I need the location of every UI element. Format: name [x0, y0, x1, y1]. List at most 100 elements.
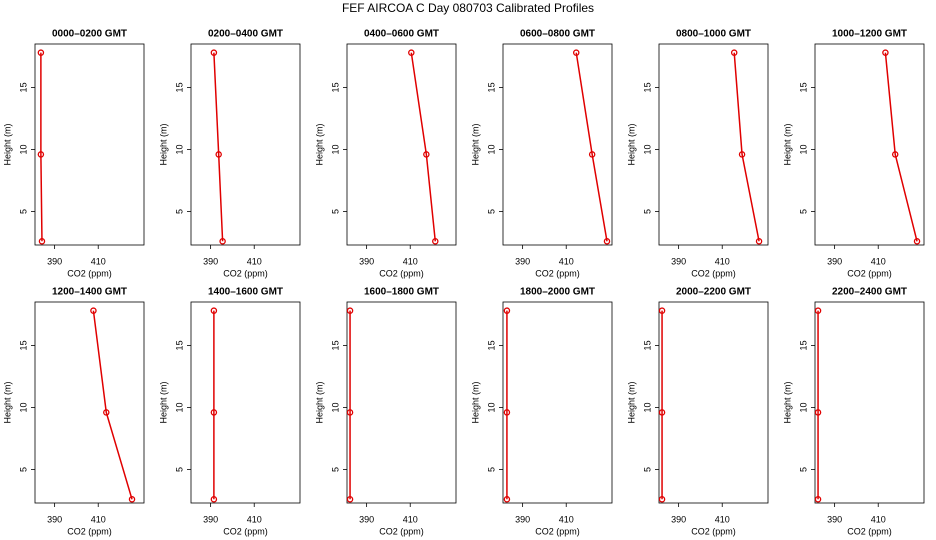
plot-frame: [502, 301, 613, 504]
y-axis-label: Height (m): [782, 381, 792, 423]
y-axis-label: Height (m): [470, 123, 480, 165]
y-tick-label: 10: [174, 402, 184, 412]
data-point: [346, 307, 354, 314]
y-tick-label: 15: [174, 82, 184, 92]
x-tick-label: 410: [91, 256, 106, 266]
y-tick-label: 10: [174, 144, 184, 154]
x-axis-label: CO2 (ppm): [379, 268, 424, 278]
data-point: [503, 496, 511, 503]
y-axis-label: Height (m): [314, 381, 324, 423]
y-axis-label: Height (m): [158, 381, 168, 423]
data-point: [38, 238, 46, 245]
x-tick-label: 390: [359, 514, 374, 524]
data-point: [738, 151, 746, 158]
x-axis-label: CO2 (ppm): [847, 268, 892, 278]
plot-frame: [658, 43, 769, 246]
panel-title: 1000–1200 GMT: [832, 29, 907, 40]
x-tick-label: 390: [827, 514, 842, 524]
y-tick-label: 10: [798, 402, 808, 412]
plot-frame: [346, 43, 457, 246]
data-point: [658, 409, 666, 416]
x-axis-label: CO2 (ppm): [847, 526, 892, 536]
panel-title: 1400–1600 GMT: [208, 287, 283, 298]
data-point: [814, 307, 822, 314]
data-point: [215, 151, 222, 158]
panel-title: 2200–2400 GMT: [832, 287, 907, 298]
y-axis-label: Height (m): [158, 123, 168, 165]
profile-line: [92, 310, 133, 500]
plot-frame: [34, 301, 145, 504]
plot-frame: [34, 43, 145, 246]
data-point: [658, 496, 666, 503]
y-tick-label: 5: [798, 467, 808, 472]
y-tick-label: 15: [330, 340, 340, 350]
x-axis-label: CO2 (ppm): [223, 268, 268, 278]
x-tick-label: 410: [91, 514, 106, 524]
data-point: [814, 496, 822, 503]
data-point: [346, 409, 354, 416]
x-tick-label: 390: [47, 256, 62, 266]
y-tick-label: 15: [330, 82, 340, 92]
x-tick-label: 390: [827, 256, 842, 266]
y-tick-label: 5: [642, 209, 652, 214]
y-tick-label: 5: [330, 209, 340, 214]
data-point: [891, 151, 899, 158]
data-point: [588, 151, 596, 158]
x-axis-label: CO2 (ppm): [691, 268, 736, 278]
data-point: [658, 307, 666, 314]
x-tick-label: 390: [203, 256, 218, 266]
data-point: [814, 409, 822, 416]
plot-frame: [814, 43, 925, 246]
y-tick-label: 10: [18, 402, 28, 412]
x-tick-label: 390: [515, 514, 530, 524]
panel-title: 0200–0400 GMT: [208, 29, 283, 40]
x-tick-label: 410: [403, 256, 418, 266]
data-point: [103, 409, 110, 416]
y-axis-label: Height (m): [626, 123, 636, 165]
x-tick-label: 410: [403, 514, 418, 524]
x-axis-label: CO2 (ppm): [535, 268, 580, 278]
y-tick-label: 5: [330, 467, 340, 472]
y-tick-label: 5: [18, 467, 28, 472]
profile-line: [40, 52, 43, 242]
y-tick-label: 10: [486, 144, 496, 154]
panel-title: 0000–0200 GMT: [52, 29, 127, 40]
data-point: [503, 409, 511, 416]
data-point: [730, 49, 738, 56]
panel-title: 0600–0800 GMT: [520, 29, 595, 40]
y-axis-label: Height (m): [314, 123, 324, 165]
plot-frame: [814, 301, 925, 504]
data-point: [572, 49, 580, 56]
profile-line: [733, 52, 760, 242]
data-point: [432, 238, 439, 245]
y-tick-label: 10: [798, 144, 808, 154]
y-tick-label: 15: [642, 82, 652, 92]
y-tick-label: 10: [486, 402, 496, 412]
y-tick-label: 10: [642, 144, 652, 154]
x-tick-label: 410: [559, 256, 574, 266]
panel-title: 0800–1000 GMT: [676, 29, 751, 40]
x-axis-label: CO2 (ppm): [223, 526, 268, 536]
y-axis-label: Height (m): [2, 123, 12, 165]
main-title: FEF AIRCOA C Day 080703 Calibrated Profi…: [342, 1, 594, 15]
data-point: [90, 307, 97, 314]
data-point: [755, 238, 763, 245]
data-point: [346, 496, 354, 503]
x-axis-label: CO2 (ppm): [691, 526, 736, 536]
data-point: [37, 151, 45, 158]
x-tick-label: 390: [671, 256, 686, 266]
y-axis-label: Height (m): [470, 381, 480, 423]
y-tick-label: 5: [798, 209, 808, 214]
data-point: [37, 49, 45, 56]
x-axis-label: CO2 (ppm): [67, 268, 112, 278]
y-tick-label: 5: [174, 467, 184, 472]
y-tick-label: 5: [486, 467, 496, 472]
data-point: [210, 307, 218, 314]
y-tick-label: 15: [486, 340, 496, 350]
y-tick-label: 5: [174, 209, 184, 214]
data-point: [913, 238, 921, 245]
x-tick-label: 390: [671, 514, 686, 524]
x-tick-label: 410: [871, 514, 886, 524]
x-tick-label: 410: [715, 256, 730, 266]
